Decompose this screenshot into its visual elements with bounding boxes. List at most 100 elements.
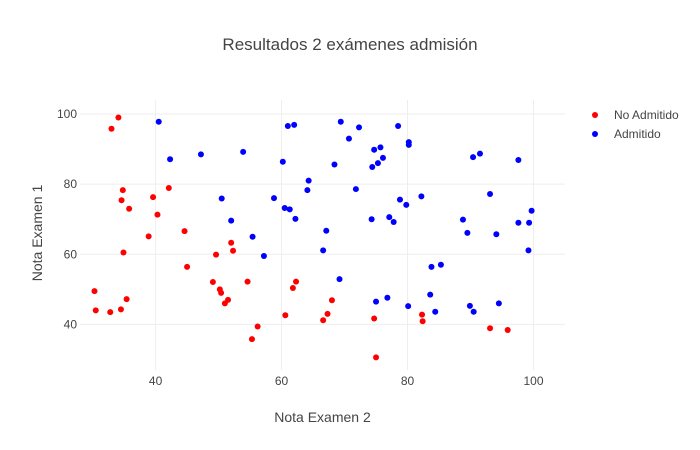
x-tick-label: 40: [149, 374, 163, 388]
data-point: [405, 303, 412, 310]
data-point: [337, 118, 344, 125]
data-point: [395, 122, 402, 129]
data-point: [289, 284, 296, 291]
data-point: [345, 135, 352, 142]
data-point: [230, 247, 237, 254]
data-point: [218, 289, 225, 296]
data-point: [197, 151, 204, 158]
data-point: [209, 278, 216, 285]
data-point: [123, 296, 130, 303]
data-point: [228, 239, 235, 246]
data-point: [515, 219, 522, 226]
data-point: [240, 148, 247, 155]
data-point: [260, 253, 267, 260]
data-point: [228, 217, 235, 224]
data-point: [118, 197, 125, 204]
data-point: [225, 296, 232, 303]
data-point: [515, 156, 522, 163]
legend-item[interactable]: Admitido: [592, 127, 661, 141]
data-point: [377, 144, 384, 151]
data-point: [352, 186, 359, 193]
data-point: [271, 195, 277, 202]
data-point: [403, 201, 410, 208]
data-point: [419, 311, 426, 318]
data-point: [119, 187, 126, 194]
data-point: [368, 216, 375, 223]
data-point: [379, 154, 386, 161]
data-point: [305, 177, 312, 184]
data-point: [115, 114, 122, 121]
data-point: [279, 158, 286, 165]
data-point: [244, 278, 251, 285]
x-tick-label: 100: [523, 374, 543, 388]
data-point: [320, 247, 327, 254]
data-point: [476, 150, 483, 157]
data-point: [150, 194, 157, 201]
data-point: [419, 318, 426, 325]
data-point: [428, 263, 435, 270]
y-tick-label: 40: [64, 317, 78, 331]
chart-title: Resultados 2 exámenes admisión: [222, 35, 477, 54]
data-point: [466, 302, 473, 309]
data-point: [165, 185, 172, 192]
data-point: [384, 294, 391, 301]
y-axis-title: Nota Examen 1: [29, 185, 45, 282]
data-point: [254, 323, 261, 330]
data-point: [218, 195, 225, 202]
data-point: [284, 122, 291, 129]
data-point: [324, 310, 331, 317]
data-point: [120, 249, 127, 256]
data-point: [320, 317, 327, 324]
data-point: [304, 187, 311, 194]
data-point: [108, 125, 115, 132]
legend-label: Admitido: [614, 127, 661, 141]
data-point: [282, 312, 289, 319]
data-point: [286, 206, 293, 213]
data-point: [528, 207, 535, 214]
data-point: [386, 214, 393, 221]
data-point: [418, 193, 425, 200]
data-point: [405, 141, 412, 148]
data-point: [459, 216, 466, 223]
data-point: [470, 308, 477, 315]
data-point: [184, 263, 191, 270]
data-point: [525, 247, 532, 254]
data-point: [371, 315, 378, 322]
data-point: [427, 291, 434, 298]
data-point: [167, 156, 174, 163]
x-tick-label: 60: [275, 374, 289, 388]
legend-marker: [592, 131, 598, 137]
data-point: [92, 307, 99, 314]
x-tick-label: 80: [401, 374, 415, 388]
data-point: [487, 190, 494, 197]
data-point: [249, 233, 256, 240]
data-point: [181, 228, 188, 235]
data-point: [373, 298, 380, 305]
legend-item[interactable]: No Admitido: [592, 108, 679, 122]
data-point: [432, 308, 439, 315]
data-point: [248, 336, 255, 343]
data-point: [213, 251, 220, 258]
data-point: [126, 205, 133, 212]
data-point: [331, 161, 338, 168]
data-point: [390, 219, 397, 226]
series-admitido: [155, 118, 535, 315]
data-points: [91, 114, 535, 361]
legend-label: No Admitido: [614, 108, 679, 122]
data-point: [373, 354, 380, 361]
data-point: [323, 227, 330, 234]
data-point: [292, 215, 299, 222]
data-point: [291, 121, 298, 128]
data-point: [336, 276, 343, 283]
data-point: [155, 118, 162, 125]
data-point: [464, 229, 471, 236]
legend-marker: [592, 112, 598, 118]
data-point: [493, 231, 500, 238]
data-point: [526, 219, 533, 226]
data-point: [117, 306, 124, 313]
data-point: [328, 297, 335, 304]
y-tick-label: 60: [64, 247, 78, 261]
data-point: [374, 160, 381, 167]
data-point: [371, 146, 378, 153]
